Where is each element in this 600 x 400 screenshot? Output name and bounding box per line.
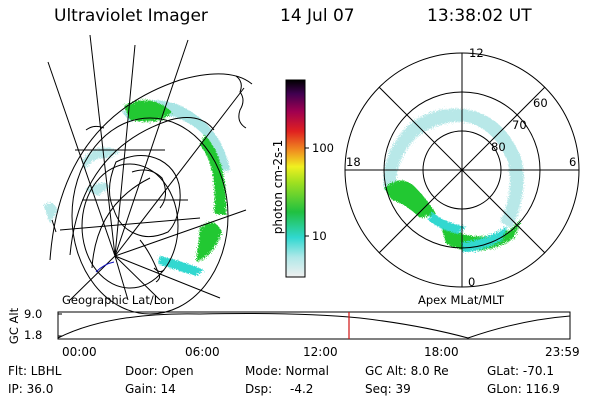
mlt-label-0: 0	[468, 275, 476, 289]
ip-info: IP: 36.0	[8, 382, 54, 396]
instrument-title: Ultraviolet Imager	[54, 6, 208, 26]
geo-grid	[47, 34, 253, 315]
geographic-map	[44, 34, 253, 315]
dsp-value: -4.2	[290, 382, 314, 396]
mode-info: Mode: Normal	[245, 364, 329, 378]
time-label: 13:38:02 UT	[427, 6, 532, 26]
seq-info: Seq: 39	[365, 382, 411, 396]
mlat-label-70: 70	[512, 118, 527, 132]
altitude-xtick-1800: 18:00	[424, 345, 459, 359]
geographic-caption: Geographic Lat/Lon	[62, 293, 174, 307]
altitude-ytick-9: 9.0	[24, 307, 43, 321]
colorbar-tick-10: 10	[312, 229, 327, 243]
date-label: 14 Jul 07	[280, 6, 355, 26]
altitude-xtick-0000: 00:00	[62, 345, 97, 359]
glon-info: GLon: 116.9	[487, 382, 560, 396]
mlat-label-60: 60	[533, 96, 548, 110]
gain-info: Gain: 14	[125, 382, 176, 396]
altitude-ylabel: GC Alt	[7, 307, 21, 345]
glat-info: GLat: -70.1	[487, 364, 554, 378]
apex-plot	[344, 52, 580, 288]
altitude-ytick-1-8: 1.8	[24, 328, 43, 342]
mlt-label-18: 18	[346, 155, 361, 169]
geo-aurora	[44, 100, 230, 276]
altitude-xtick-1200: 12:00	[303, 345, 338, 359]
door-info: Door: Open	[125, 364, 194, 378]
gc-alt-info: GC Alt: 8.0 Re	[365, 364, 449, 378]
altitude-xtick-2359: 23:59	[545, 345, 580, 359]
colorbar-tick-100: 100	[312, 141, 334, 155]
altitude-plot	[57, 311, 571, 340]
mlt-label-12: 12	[469, 46, 484, 60]
colorbar	[285, 79, 309, 278]
mlt-label-6: 6	[569, 155, 577, 169]
dsp-label: Dsp:	[245, 382, 273, 396]
colorbar-label: photon cm-2s-1	[271, 139, 285, 235]
mlat-label-80: 80	[491, 140, 506, 154]
apex-caption: Apex MLat/MLT	[418, 293, 505, 307]
coastlines	[51, 75, 247, 283]
filter-info: Flt: LBHL	[8, 364, 62, 378]
altitude-xtick-0600: 06:00	[185, 345, 220, 359]
